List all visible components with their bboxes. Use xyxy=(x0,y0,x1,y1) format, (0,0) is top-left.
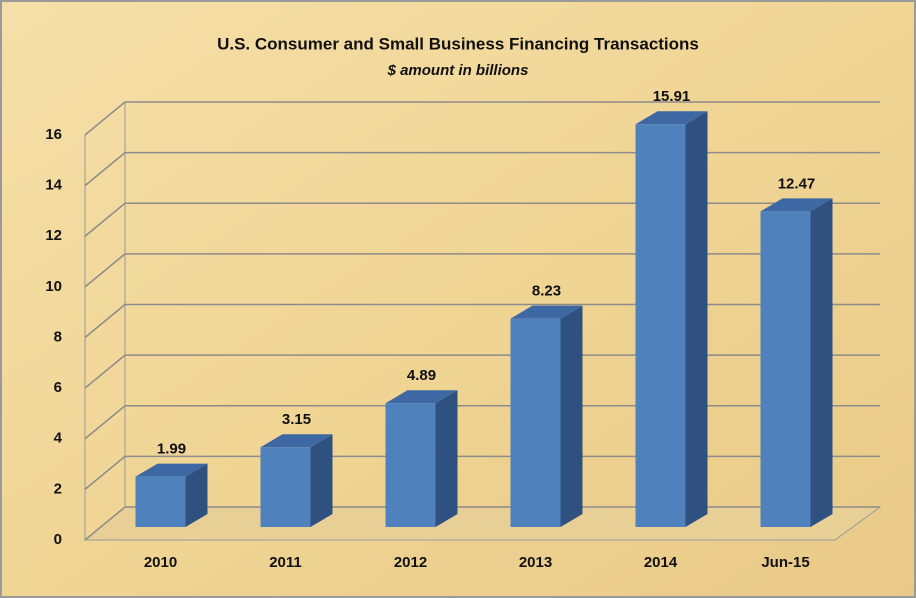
x-tick-label: 2011 xyxy=(269,554,302,571)
bar xyxy=(385,390,458,527)
bar-side xyxy=(560,305,583,527)
chart-subtitle: $ amount in billions xyxy=(387,62,529,79)
y-tick-label: 12 xyxy=(45,227,62,244)
bar-front xyxy=(260,447,311,527)
bar-front xyxy=(635,124,686,527)
grid-line xyxy=(84,354,880,389)
bar xyxy=(260,434,333,527)
y-tick-label: 8 xyxy=(54,328,62,345)
bar-top xyxy=(260,434,333,448)
data-label: 3.15 xyxy=(282,411,311,428)
grid-line xyxy=(84,253,880,288)
x-tick-label: Jun-15 xyxy=(761,554,809,571)
bar xyxy=(635,111,708,527)
bar xyxy=(135,463,208,527)
grid-line xyxy=(84,506,880,541)
bar-side xyxy=(310,434,333,527)
y-tick-label: 0 xyxy=(54,531,62,548)
data-label: 1.99 xyxy=(157,441,186,458)
bar-top xyxy=(135,463,208,477)
data-label: 8.23 xyxy=(532,283,561,300)
y-tick-label: 10 xyxy=(45,278,62,295)
bar-top xyxy=(510,305,583,319)
y-tick-label: 6 xyxy=(54,379,62,396)
grid-line xyxy=(84,101,880,136)
grid-line xyxy=(84,455,880,490)
y-tick-label: 16 xyxy=(45,126,62,143)
grid-line xyxy=(84,405,880,440)
chart-title: U.S. Consumer and Small Business Financi… xyxy=(217,34,699,53)
bar-side xyxy=(185,463,208,527)
bar-front xyxy=(135,476,186,527)
x-tick-label: 2010 xyxy=(144,554,177,571)
bar-front xyxy=(510,318,561,527)
grid-line xyxy=(84,303,880,339)
bar-side xyxy=(435,390,458,527)
x-tick-label: 2013 xyxy=(519,554,552,571)
bar-top xyxy=(760,198,833,212)
bar-front xyxy=(385,403,436,527)
bar-side xyxy=(685,111,708,527)
grid-line xyxy=(84,202,880,237)
bar-side xyxy=(810,198,833,527)
grid-line xyxy=(84,151,880,187)
data-label: 12.47 xyxy=(778,175,816,192)
bar-top xyxy=(385,390,458,404)
bar-top xyxy=(635,111,708,125)
data-label: 4.89 xyxy=(407,367,436,384)
y-tick-label: 14 xyxy=(45,177,62,194)
x-tick-label: 2012 xyxy=(394,554,427,571)
data-label: 15.91 xyxy=(653,88,691,105)
y-tick-label: 2 xyxy=(54,480,62,497)
bar xyxy=(510,305,583,527)
y-tick-label: 4 xyxy=(54,430,63,447)
x-tick-label: 2014 xyxy=(644,554,678,571)
bar xyxy=(760,198,833,527)
bar-front xyxy=(760,211,811,527)
